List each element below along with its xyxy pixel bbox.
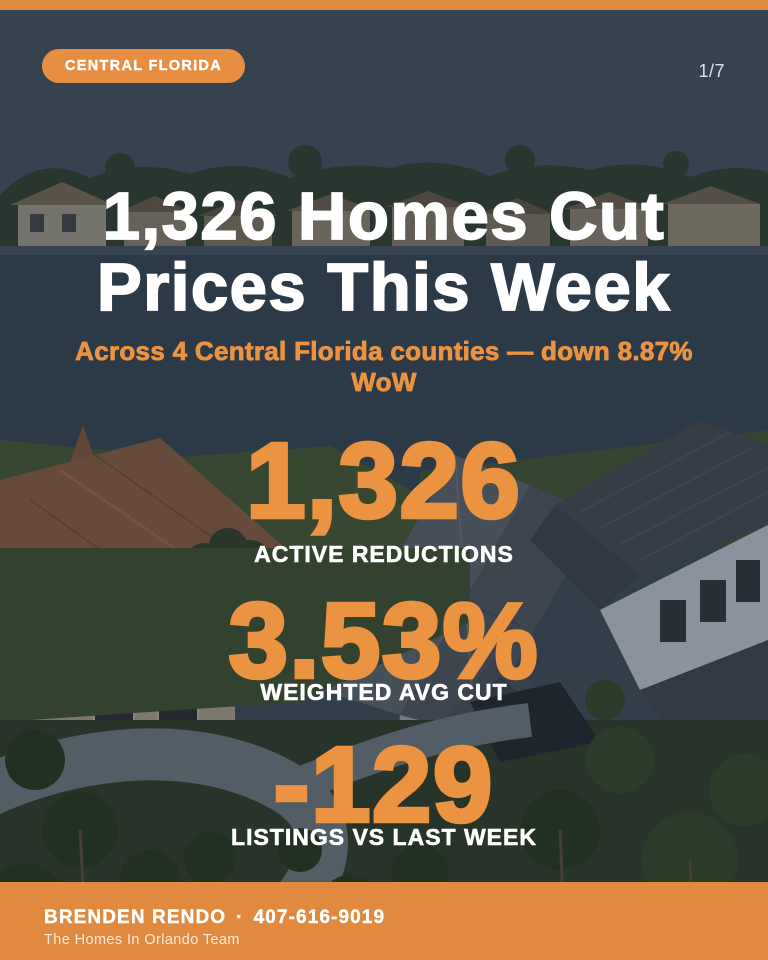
subheadline-line2: WoW	[351, 367, 417, 398]
region-badge-label: CENTRAL FLORIDA	[65, 58, 222, 74]
contact-separator-dot: ·	[236, 907, 244, 928]
region-badge: CENTRAL FLORIDA	[42, 49, 245, 83]
agent-name: BRENDEN RENDO	[44, 907, 227, 928]
stat-weighted-avg-cut-value: 3.53%	[226, 582, 540, 700]
footer-contact-line: BRENDEN RENDO · 407-616-9019	[44, 907, 768, 929]
subheadline: Across 4 Central Florida counties — down…	[0, 336, 768, 398]
page-indicator: 1/7	[698, 61, 725, 81]
stat-listings-vs-last-week-label: LISTINGS VS LAST WEEK	[231, 824, 537, 851]
agent-phone: 407-616-9019	[253, 907, 386, 928]
stat-active-reductions-value: 1,326	[244, 422, 522, 540]
subheadline-line1: Across 4 Central Florida counties — down…	[75, 336, 693, 367]
footer-band: BRENDEN RENDO · 407-616-9019 The Homes In …	[0, 882, 768, 960]
team-name: The Homes In Orlando Team	[44, 932, 240, 948]
top-accent-bar	[0, 0, 768, 10]
stat-weighted-avg-cut-label: WEIGHTED AVG CUT	[260, 679, 508, 706]
headline-line1: 1,326 Homes Cut	[102, 179, 666, 254]
stat-listings-vs-last-week-value: -129	[272, 726, 495, 844]
stat-active-reductions-label: ACTIVE REDUCTIONS	[254, 541, 514, 568]
headline-line2: Prices This Week	[96, 250, 671, 325]
headline: 1,326 Homes Cut Prices This Week	[0, 179, 768, 325]
